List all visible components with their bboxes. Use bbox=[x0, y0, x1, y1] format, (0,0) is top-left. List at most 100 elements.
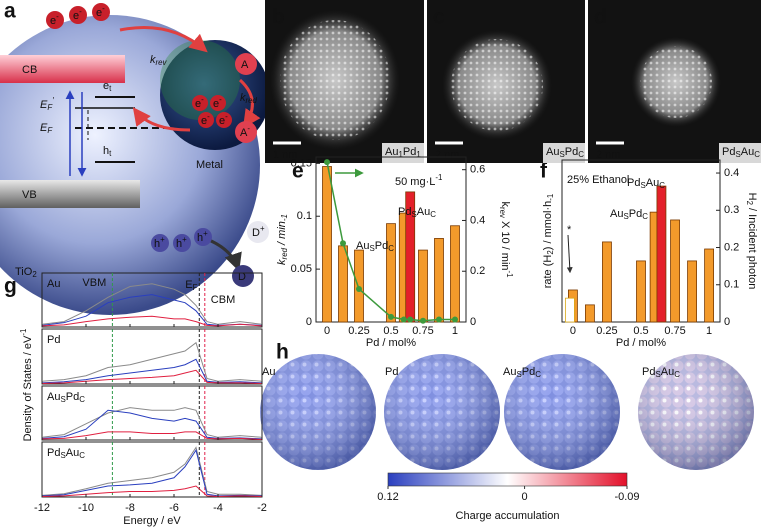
label-box bbox=[719, 143, 761, 163]
electron bbox=[92, 3, 110, 21]
hole bbox=[194, 228, 212, 246]
text-part: Pd bbox=[47, 334, 60, 346]
text-part: 1 bbox=[398, 150, 403, 159]
text-part: Pd bbox=[629, 208, 642, 220]
text-part: e bbox=[50, 15, 56, 27]
y-axis-label: kred / min-1 bbox=[276, 214, 289, 265]
text-part: rate (H bbox=[542, 255, 554, 289]
text-part: X 10 / min bbox=[499, 218, 511, 271]
text-part: e bbox=[201, 115, 207, 127]
text-part: Energy / eV bbox=[123, 515, 181, 527]
text-part: - bbox=[79, 7, 82, 16]
dos-line bbox=[41, 409, 263, 440]
text-part: 2 bbox=[32, 270, 36, 279]
y2-tick-label: 0.2 bbox=[470, 265, 485, 277]
text-part: e bbox=[195, 98, 201, 110]
y2-tick-label: 0.1 bbox=[724, 279, 739, 291]
y2-tick-label: 0.4 bbox=[724, 167, 739, 179]
text-part: S bbox=[623, 212, 628, 221]
panel-label: h bbox=[276, 341, 289, 364]
y-axis-label: Density of States / eV-1 bbox=[19, 328, 34, 441]
text-part: -1 bbox=[19, 328, 28, 336]
text-part: S bbox=[559, 150, 564, 159]
text-part: h bbox=[103, 145, 109, 157]
text-part: e bbox=[213, 98, 219, 110]
micrograph-label: PdSAuC bbox=[722, 146, 760, 159]
x-tick-label: 0.25 bbox=[596, 325, 617, 337]
text-part: h bbox=[154, 238, 160, 250]
bar bbox=[322, 166, 332, 323]
series-point bbox=[451, 316, 458, 323]
dos-line bbox=[41, 369, 263, 384]
text-part: - bbox=[219, 95, 222, 104]
annotation: 50 mg·L-1 bbox=[395, 173, 443, 188]
text-part: S bbox=[655, 370, 660, 379]
subplot-title: PdSAuC bbox=[47, 447, 85, 460]
text-part: 25% Ethanol bbox=[567, 174, 629, 186]
x-tick-label: 1 bbox=[452, 325, 458, 337]
bar bbox=[585, 304, 595, 323]
annotation: * bbox=[567, 224, 572, 236]
text-part: Au bbox=[610, 208, 623, 220]
text-part: Pd bbox=[565, 146, 578, 158]
text-part: Au bbox=[47, 391, 60, 403]
text-part: * bbox=[567, 224, 572, 236]
schematic bbox=[0, 3, 270, 315]
cluster-label: AuSPdC bbox=[503, 366, 541, 379]
y2-tick-label: 0 bbox=[470, 316, 476, 328]
text-part: Pd / mol% bbox=[366, 337, 416, 349]
x-tick-label: -12 bbox=[34, 502, 50, 514]
text-part: + bbox=[203, 229, 208, 238]
text-part: e bbox=[73, 10, 79, 22]
y-tick-label: 0 bbox=[306, 316, 312, 328]
text-part: Au bbox=[741, 146, 754, 158]
annotation: PdSAuC bbox=[627, 177, 665, 190]
text-part: E bbox=[40, 99, 48, 111]
x-tick-label: -6 bbox=[169, 502, 179, 514]
text-part: h bbox=[176, 238, 182, 250]
x-axis-label: Energy / eV bbox=[123, 515, 181, 527]
cb-label: CB bbox=[22, 64, 37, 76]
text-part: S bbox=[516, 370, 521, 379]
metal-label: Metal bbox=[196, 159, 223, 171]
series-point bbox=[419, 317, 426, 324]
panel-label: a bbox=[4, 0, 16, 23]
text-part: VBM bbox=[82, 277, 106, 289]
text-part: E bbox=[185, 279, 192, 291]
charge-maps bbox=[260, 354, 754, 470]
series-point bbox=[340, 240, 347, 247]
x-tick-label: -8 bbox=[125, 502, 135, 514]
y-tick-label: 0.15 bbox=[291, 157, 312, 169]
micrograph-label: Au1Pd1 bbox=[385, 146, 421, 159]
bar bbox=[386, 223, 396, 323]
text-part: -1 bbox=[435, 173, 443, 182]
text-part: - bbox=[225, 112, 228, 121]
text-part: Pd bbox=[385, 366, 398, 378]
micrographs bbox=[265, 0, 761, 163]
text-part: Pd / mol% bbox=[616, 337, 666, 349]
text-part: E bbox=[40, 122, 48, 134]
reference-label: CBM bbox=[211, 294, 235, 306]
series-point bbox=[388, 313, 394, 320]
text-part: 2 bbox=[745, 201, 754, 205]
text-part: Pd bbox=[627, 177, 640, 189]
vb-label: VB bbox=[22, 189, 37, 201]
text-part: 50 mg·L bbox=[395, 176, 435, 188]
krev-arrow bbox=[132, 107, 191, 132]
donor-label: D bbox=[238, 271, 246, 283]
ef-prime-label: EF′ bbox=[40, 96, 54, 112]
panel-label: f bbox=[540, 160, 548, 183]
y2-tick-label: 0 bbox=[724, 316, 730, 328]
hole-label: h+ bbox=[176, 235, 187, 250]
cb-band bbox=[0, 55, 125, 83]
text-part: rev bbox=[498, 207, 507, 218]
annotation: AuSPdC bbox=[356, 240, 394, 253]
text-part: red bbox=[280, 247, 289, 259]
series-point bbox=[356, 286, 363, 292]
dos-line bbox=[41, 358, 263, 384]
scale-label: 2 nm bbox=[596, 149, 620, 161]
text-part: Au bbox=[47, 278, 60, 290]
text-part: C bbox=[578, 150, 584, 159]
bar bbox=[602, 241, 612, 323]
